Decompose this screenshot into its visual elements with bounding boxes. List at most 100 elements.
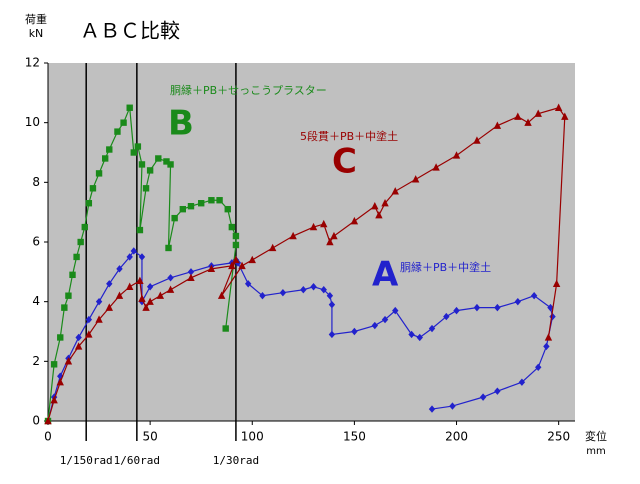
data-point xyxy=(432,163,440,171)
data-point xyxy=(381,199,389,207)
data-point xyxy=(156,291,165,299)
data-point xyxy=(375,210,383,219)
data-point xyxy=(171,214,178,222)
data-point xyxy=(74,342,83,350)
annotation: A xyxy=(372,255,399,295)
data-point xyxy=(535,363,542,371)
data-point xyxy=(330,231,338,240)
data-point xyxy=(371,321,379,330)
data-point xyxy=(494,303,501,312)
data-point xyxy=(85,200,93,207)
y-tick-label: 2 xyxy=(32,354,40,368)
y-tick-label: 4 xyxy=(32,294,40,308)
data-point xyxy=(320,219,328,228)
data-point xyxy=(473,136,481,144)
data-point xyxy=(50,395,58,404)
data-point xyxy=(428,405,436,413)
data-point xyxy=(534,109,542,117)
x-tick-label: 0 xyxy=(44,430,52,444)
data-point xyxy=(136,226,144,234)
data-point xyxy=(524,118,532,126)
data-point xyxy=(134,143,142,150)
data-point xyxy=(73,253,80,261)
data-point xyxy=(371,202,379,210)
data-point xyxy=(224,205,231,213)
data-point xyxy=(187,203,195,210)
data-point xyxy=(228,223,236,231)
data-point xyxy=(232,255,240,264)
data-point xyxy=(179,205,187,213)
data-point xyxy=(207,264,216,273)
data-point xyxy=(428,324,436,333)
annotation: 胴縁＋PB＋せっこうプラスター xyxy=(170,83,327,97)
data-point xyxy=(328,330,336,339)
data-point xyxy=(64,357,73,365)
data-point xyxy=(494,387,501,395)
data-point xyxy=(320,286,327,294)
data-point xyxy=(69,271,76,279)
data-point xyxy=(57,334,64,341)
data-point xyxy=(326,237,334,246)
data-point xyxy=(381,315,389,324)
data-point xyxy=(514,112,522,120)
data-point xyxy=(197,200,205,207)
data-point xyxy=(310,283,317,291)
data-point xyxy=(142,303,150,311)
data-point xyxy=(155,155,162,162)
data-point xyxy=(61,304,68,311)
data-point xyxy=(391,187,399,195)
data-point xyxy=(350,216,359,225)
data-point xyxy=(268,243,277,252)
data-point xyxy=(530,292,538,300)
data-point xyxy=(326,292,334,300)
x-axis-label: mm xyxy=(586,446,605,457)
annotation: 5段貫＋PB＋中塗土 xyxy=(300,129,398,143)
annotation: 胴縁＋PB＋中塗土 xyxy=(400,260,491,274)
data-point xyxy=(228,261,236,270)
data-point xyxy=(279,289,287,297)
data-point xyxy=(232,241,240,249)
data-point xyxy=(452,151,461,159)
data-point xyxy=(479,393,487,401)
data-point xyxy=(106,146,113,153)
data-point xyxy=(351,327,358,336)
reference-label: 1/60rad xyxy=(114,454,160,467)
data-point xyxy=(222,325,229,332)
data-point xyxy=(408,330,415,339)
data-point xyxy=(50,361,58,368)
x-axis-label: 変位 xyxy=(585,429,607,443)
data-point xyxy=(493,121,502,129)
data-point xyxy=(543,342,550,351)
data-point xyxy=(232,232,240,240)
data-point xyxy=(259,292,266,300)
y-tick-label: 0 xyxy=(32,414,40,428)
data-point xyxy=(120,119,127,126)
data-point xyxy=(167,161,174,168)
data-point xyxy=(85,315,93,324)
data-point xyxy=(65,292,72,299)
data-point xyxy=(449,402,456,410)
series-line xyxy=(47,107,566,422)
data-point xyxy=(77,238,84,246)
data-point xyxy=(95,297,103,306)
data-point xyxy=(238,261,246,270)
data-point xyxy=(443,312,450,321)
data-point xyxy=(289,231,297,240)
data-point xyxy=(114,128,121,135)
data-point xyxy=(146,283,154,291)
data-point xyxy=(248,255,256,264)
data-point xyxy=(89,185,97,192)
data-point xyxy=(126,253,133,261)
data-point xyxy=(75,333,82,342)
x-tick-label: 100 xyxy=(241,430,264,444)
data-point xyxy=(138,253,146,261)
data-point xyxy=(187,273,195,281)
data-point xyxy=(138,294,146,302)
x-tick-label: 50 xyxy=(142,430,157,444)
data-point xyxy=(126,282,134,290)
data-point xyxy=(217,291,226,299)
data-point xyxy=(309,222,318,231)
data-point xyxy=(328,300,336,309)
data-point xyxy=(116,265,123,273)
